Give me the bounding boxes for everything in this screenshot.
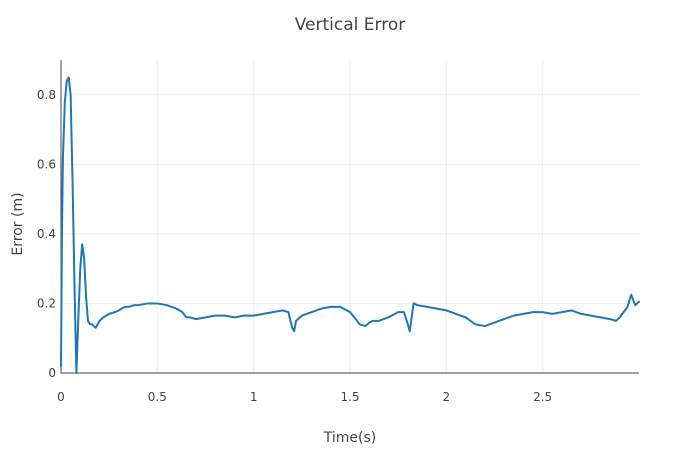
- x-axis-title: Time(s): [323, 430, 376, 446]
- tick-labels: 0 0.5 1 1.5 2 2.5 0 0.2 0.4 0.6 0.8: [37, 88, 552, 404]
- y-tick-label: 0.4: [37, 227, 56, 241]
- y-tick-label: 0.6: [37, 157, 56, 171]
- series-layer: [60, 76, 640, 374]
- y-tick-label: 0: [48, 366, 56, 380]
- x-tick-label: 0: [57, 390, 65, 404]
- x-tick-label: 0.5: [148, 390, 167, 404]
- x-tick-label: 2: [443, 390, 451, 404]
- series-line-vertical-error: [60, 76, 640, 374]
- y-axis-title: Error (m): [10, 192, 26, 255]
- x-tick-label: 1: [250, 390, 258, 404]
- y-tick-label: 0.2: [37, 296, 56, 310]
- chart-title: Vertical Error: [295, 15, 405, 35]
- grid-lines: [61, 60, 639, 373]
- x-tick-label: 2.5: [533, 390, 552, 404]
- x-tick-label: 1.5: [340, 390, 359, 404]
- y-tick-label: 0.8: [37, 88, 56, 102]
